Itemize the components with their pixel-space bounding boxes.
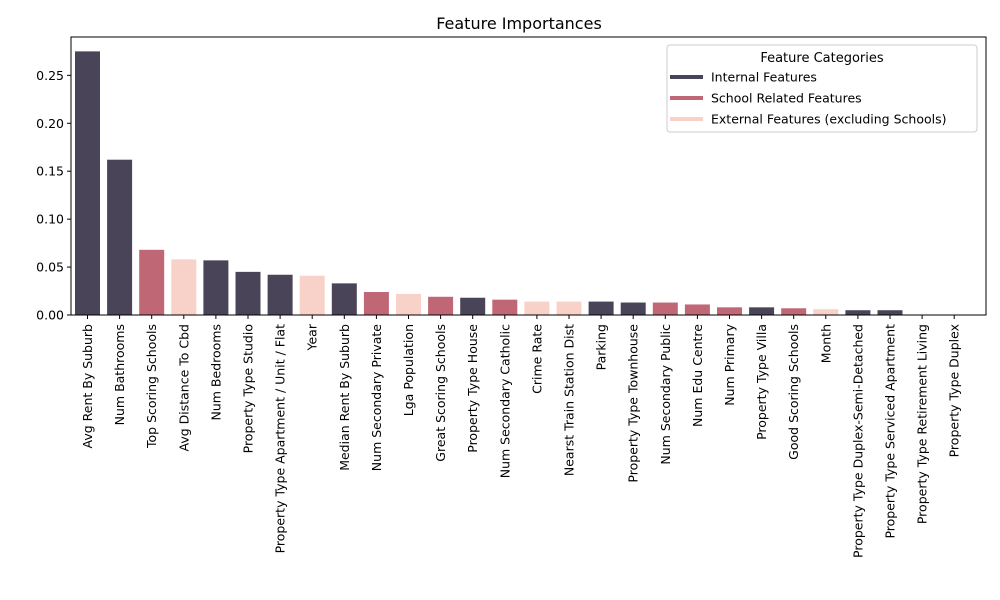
bar-14 <box>492 299 518 315</box>
bar-9 <box>331 283 357 315</box>
legend: Feature Categories Internal Features Scho… <box>666 44 978 133</box>
x-tick-label: Num Primary <box>722 323 737 405</box>
x-tick-label: Num Bedrooms <box>208 324 223 420</box>
bar-7 <box>267 274 293 315</box>
legend-label-school: School Related Features <box>711 91 862 106</box>
bar-8 <box>299 275 325 315</box>
bar-18 <box>620 302 646 315</box>
bar-23 <box>781 308 807 315</box>
bar-16 <box>556 301 582 315</box>
x-tick-label: Property Type Duplex <box>947 324 962 457</box>
x-tick-label: Good Scoring Schools <box>786 324 801 460</box>
bar-13 <box>460 297 486 315</box>
bar-1 <box>75 51 100 316</box>
plot-frame <box>70 36 987 316</box>
y-tick-label: 0.25 <box>36 68 64 83</box>
x-tick-label: Num Edu Centre <box>690 324 705 427</box>
x-axis: Avg Rent By Suburb Num Bathrooms Top Scori… <box>80 315 962 558</box>
x-tick-label: Property Type Villa <box>754 324 769 440</box>
bar-15 <box>524 301 550 315</box>
bar-3 <box>139 249 165 315</box>
x-tick-label: Month <box>818 324 833 363</box>
bar-5 <box>203 260 229 315</box>
x-tick-label: Num Bathrooms <box>112 324 127 425</box>
x-tick-label: Num Secondary Catholic <box>497 324 512 478</box>
legend-title: Feature Categories <box>760 51 884 66</box>
x-tick-label: Parking <box>594 324 609 370</box>
bar-2 <box>107 159 133 315</box>
x-tick-label: Lga Population <box>401 324 416 416</box>
x-tick-label: Num Secondary Public <box>658 324 673 465</box>
y-tick-label: 0.00 <box>36 308 64 323</box>
bar-4 <box>171 259 197 315</box>
x-tick-label: Property Type House <box>465 324 480 453</box>
y-tick-label: 0.20 <box>36 116 64 131</box>
x-tick-label: Avg Rent By Suburb <box>80 324 95 449</box>
x-tick-label: Property Type Duplex-Semi-Detached <box>850 324 865 558</box>
bar-12 <box>428 296 454 315</box>
legend-label-internal: Internal Features <box>711 70 817 85</box>
x-tick-label: Top Scoring Schools <box>144 324 159 449</box>
bar-21 <box>717 307 742 315</box>
x-tick-label: Property Type Retirement Living <box>915 324 930 524</box>
bar-17 <box>588 301 614 315</box>
x-tick-label: Property Type Townhouse <box>626 324 641 483</box>
bar-19 <box>652 302 678 315</box>
bar-24 <box>813 309 839 315</box>
chart-title: Feature Importances <box>436 14 602 33</box>
x-tick-label: Great Scoring Schools <box>433 324 448 462</box>
bar-26 <box>877 310 903 315</box>
bar-11 <box>396 293 421 315</box>
x-tick-label: Property Type Serviced Apartment <box>883 324 898 539</box>
x-tick-label: Nearst Train Station Dist <box>562 324 577 476</box>
bar-25 <box>845 310 871 315</box>
bar-20 <box>684 304 710 315</box>
y-tick-label: 0.10 <box>36 212 64 227</box>
bar-10 <box>363 291 389 315</box>
x-tick-label: Property Type Studio <box>241 324 256 453</box>
bar-6 <box>235 271 261 315</box>
bar-22 <box>749 307 775 315</box>
x-tick-label: Year <box>305 323 320 351</box>
legend-box <box>666 44 978 133</box>
x-tick-label: Median Rent By Suburb <box>337 324 352 471</box>
bars-layer <box>75 51 903 316</box>
y-tick-label: 0.05 <box>36 260 64 275</box>
y-tick-label: 0.15 <box>36 164 64 179</box>
x-tick-label: Crime Rate <box>529 324 544 394</box>
x-tick-label: Avg Distance To Cbd <box>176 324 191 451</box>
x-tick-label: Property Type Apartment / Unit / Flat <box>273 324 288 554</box>
legend-entries: Internal Features School Related Features… <box>670 70 946 127</box>
x-tick-label: Num Secondary Private <box>369 324 384 471</box>
y-axis: 0.00 0.05 0.10 0.15 0.20 0.25 <box>36 68 71 323</box>
legend-label-external: External Features (excluding Schools) <box>711 112 946 127</box>
